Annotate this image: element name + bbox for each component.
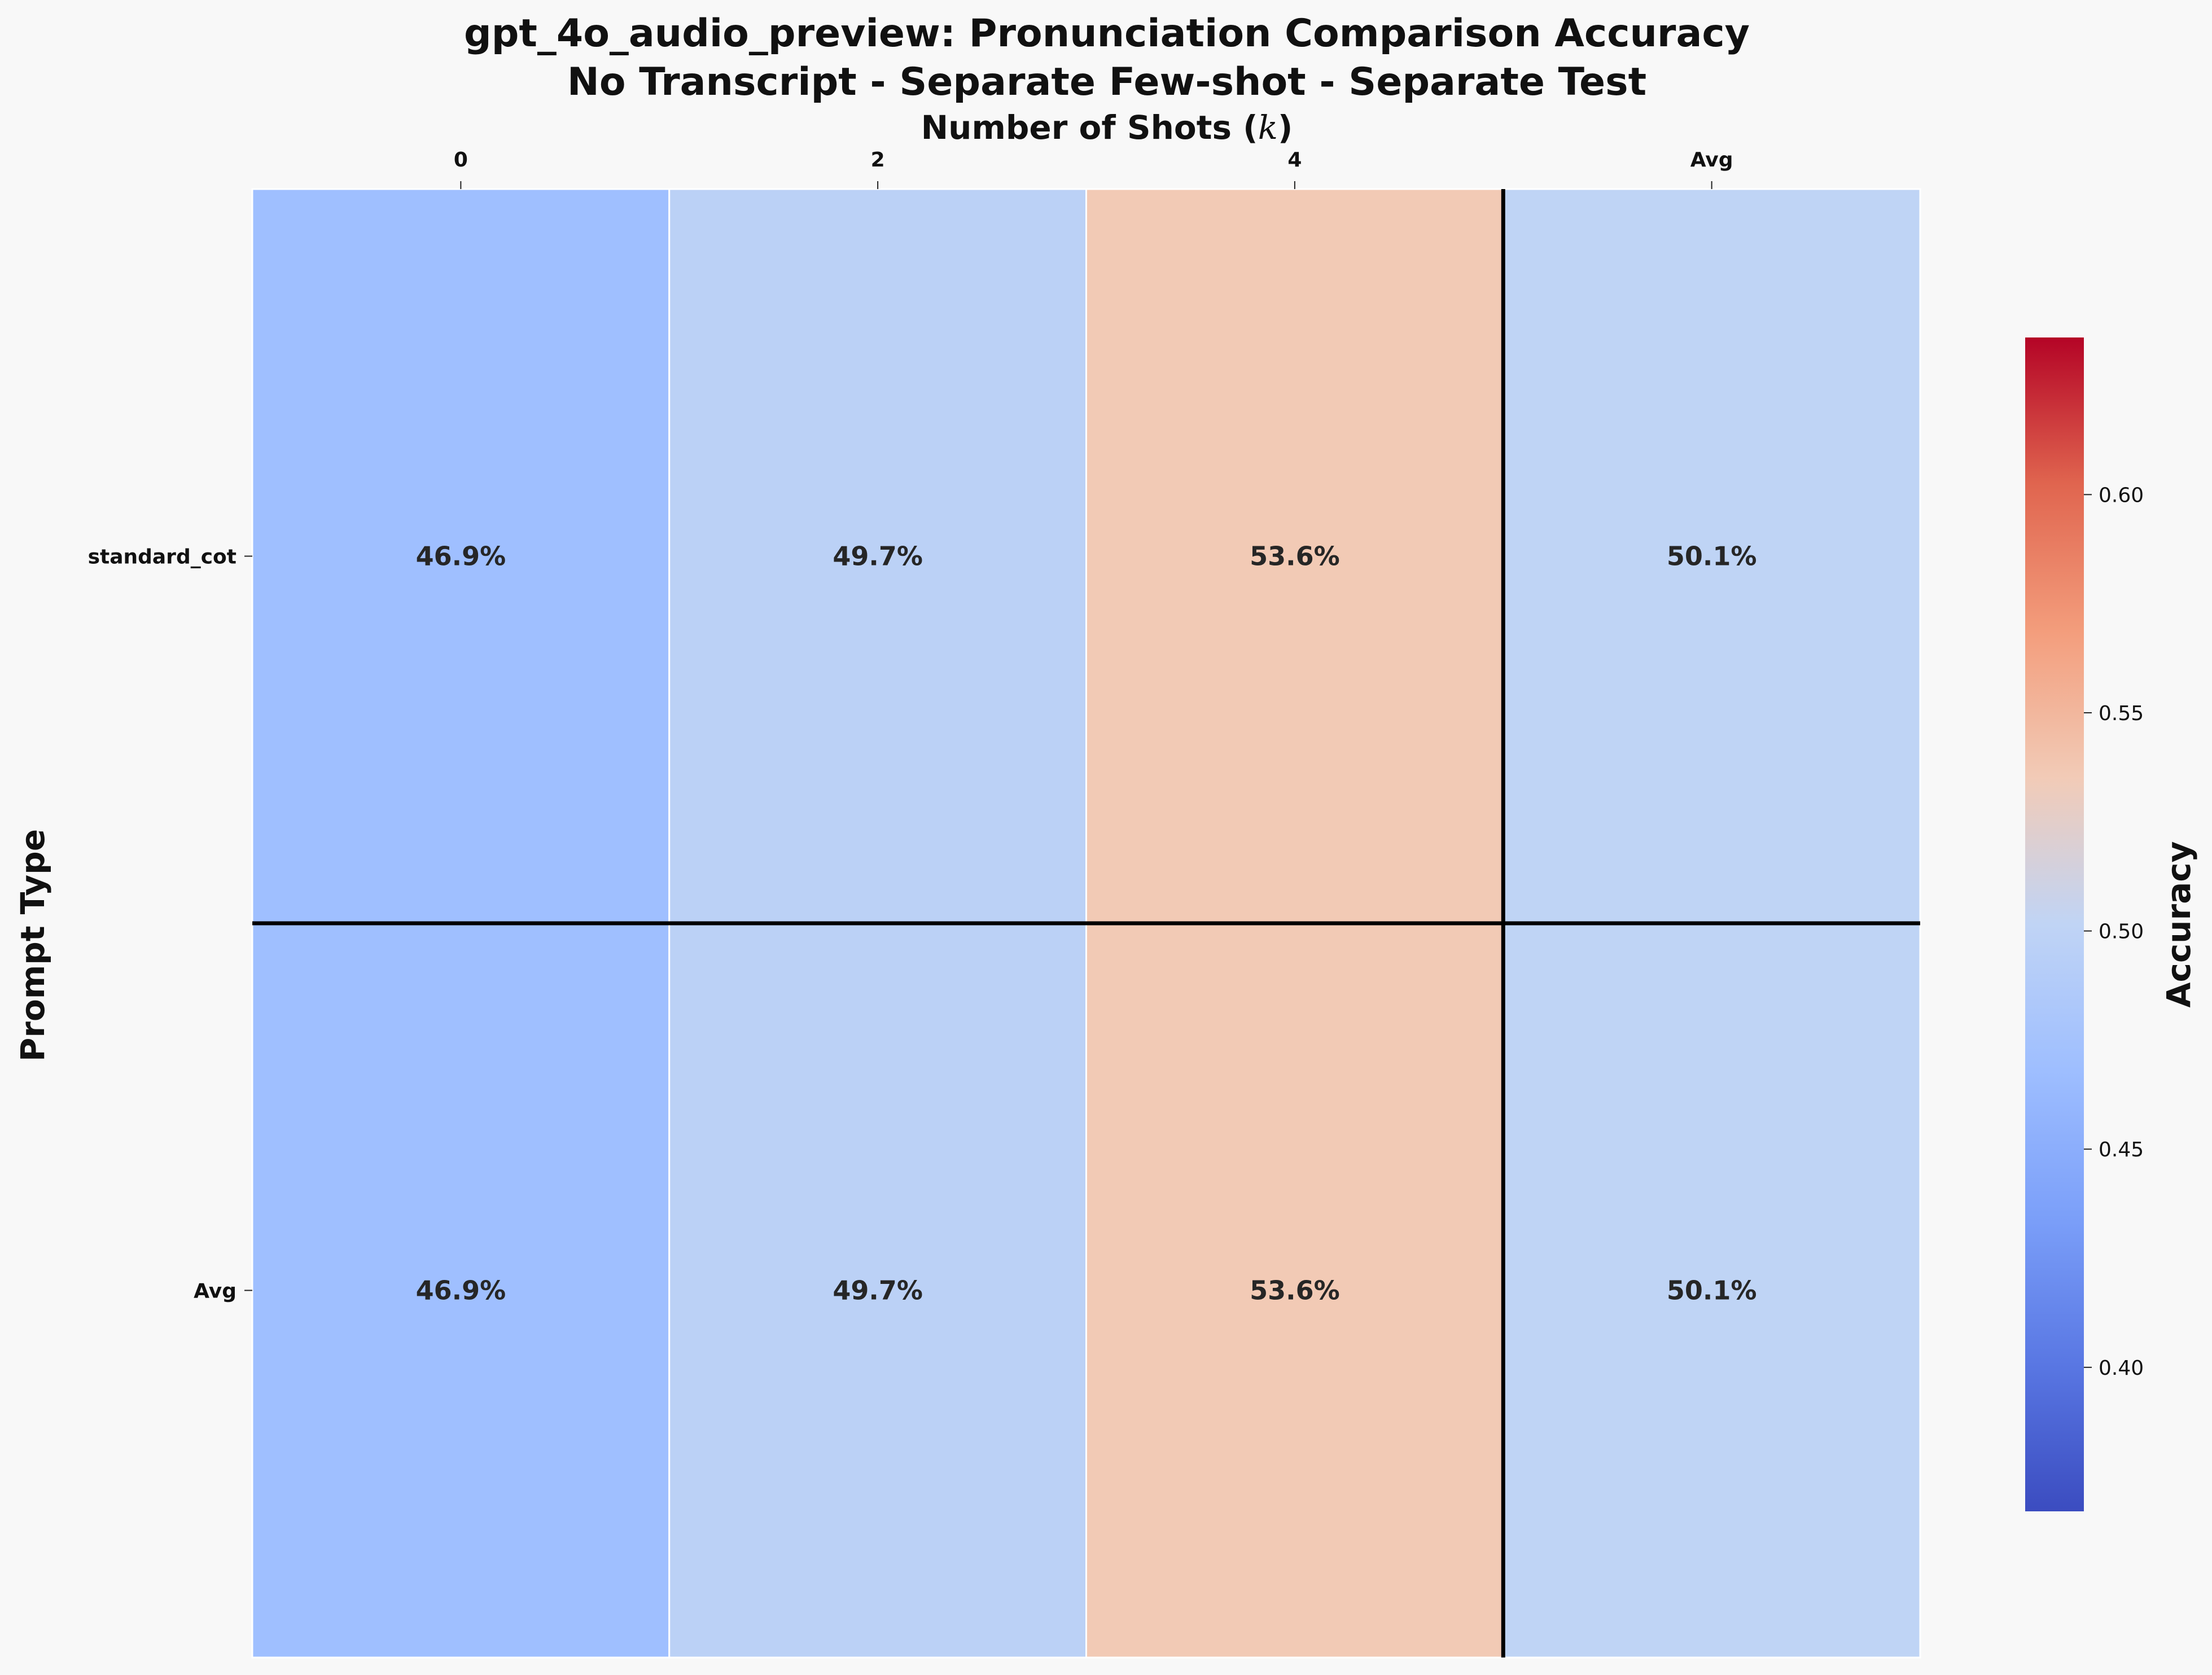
cell-value-label: 53.6% <box>1250 541 1340 572</box>
cell-value-label: 49.7% <box>833 1275 923 1306</box>
cell-value-label: 53.6% <box>1250 1275 1340 1306</box>
heatmap-cell <box>251 188 671 924</box>
colorbar-ticks: 0.40 0.45 0.50 0.55 0.60 <box>2084 484 2144 1380</box>
colorbar-label: Accuracy <box>2160 841 2198 1008</box>
heatmap-cell <box>1085 922 1504 1659</box>
x-axis-label: Number of Shots (k) <box>921 108 1293 147</box>
y-tick-label: standard_cot <box>88 546 236 569</box>
heatmap-cell-labels: 46.9% 49.7% 53.6% 50.1% 46.9% 49.7% 53.6% 50.1% <box>416 541 1757 1306</box>
y-axis-ticks: standard_cot Avg <box>88 546 252 1303</box>
heatmap-cells <box>251 188 1921 1659</box>
colorbar-tick-label: 0.60 <box>2099 484 2144 507</box>
colorbar-tick-label: 0.45 <box>2099 1138 2144 1161</box>
chart-title: gpt_4o_audio_preview: Pronunciation Comp… <box>464 11 1750 56</box>
heatmap-cell <box>668 922 1087 1659</box>
average-separators <box>252 189 1920 1658</box>
x-tick-label: 2 <box>871 148 885 172</box>
y-axis-label: Prompt Type <box>14 829 52 1062</box>
x-tick-label: Avg <box>1690 148 1733 172</box>
cell-value-label: 46.9% <box>416 1275 506 1306</box>
colorbar-tick-label: 0.40 <box>2099 1357 2144 1380</box>
cell-value-label: 50.1% <box>1667 541 1757 572</box>
chart-subtitle: No Transcript - Separate Few-shot - Sepa… <box>567 60 1646 104</box>
colorbar <box>2025 337 2084 1511</box>
heatmap-cell <box>668 188 1087 924</box>
x-axis-ticks: 0 2 4 Avg <box>454 148 1733 189</box>
x-tick-label: 4 <box>1287 148 1302 172</box>
colorbar-tick-label: 0.55 <box>2099 702 2144 725</box>
x-tick-label: 0 <box>454 148 468 172</box>
heatmap-cell <box>251 922 671 1659</box>
heatmap-cell <box>1502 188 1921 924</box>
cell-value-label: 49.7% <box>833 541 923 572</box>
cell-value-label: 46.9% <box>416 541 506 572</box>
colorbar-tick-label: 0.50 <box>2099 920 2144 944</box>
cell-value-label: 50.1% <box>1667 1275 1757 1306</box>
heatmap-cell <box>1502 922 1921 1659</box>
y-tick-label: Avg <box>194 1280 236 1303</box>
